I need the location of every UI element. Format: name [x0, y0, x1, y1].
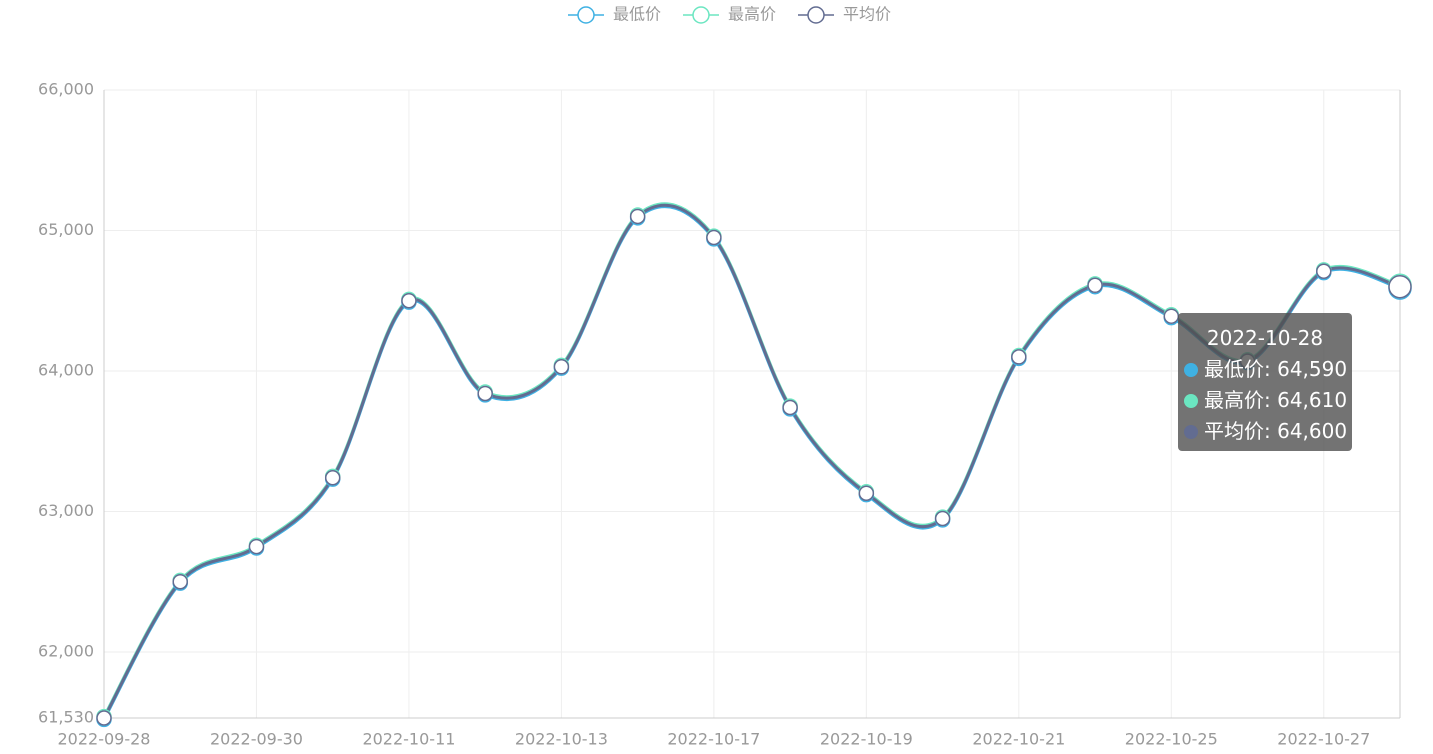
point: [706, 229, 722, 246]
point: [782, 399, 798, 416]
line: [102, 202, 1401, 718]
legend-marker: [577, 6, 595, 24]
tooltip-row: 平均价: 64,600: [1184, 416, 1348, 447]
point: [96, 710, 112, 726]
x-tick-label: 2022-10-25: [1125, 730, 1218, 749]
x-tick-label: 2022-09-30: [210, 730, 303, 749]
y-tick-label: 65,000: [38, 220, 94, 239]
legend-item: 最低价: [568, 5, 661, 24]
x-tick-label: 2022-10-11: [362, 730, 455, 749]
tooltip-row: 最低价: 64,590: [1184, 354, 1348, 385]
point: [629, 208, 646, 225]
x-tick-label: 2022-10-17: [667, 730, 760, 749]
tooltip-dot: [1184, 363, 1198, 377]
tooltip-dot: [1184, 394, 1198, 408]
point: [1011, 349, 1027, 365]
y-tick-label: 64,000: [38, 360, 94, 379]
legend-item: 平均价: [798, 5, 891, 24]
tooltip-dot: [1184, 425, 1198, 439]
legend-marker: [692, 6, 710, 24]
legend-label: 最高价: [728, 5, 776, 24]
tooltip-text: 平均价: 64,600: [1204, 419, 1348, 443]
point: [324, 470, 341, 486]
legend-label: 平均价: [843, 5, 891, 24]
point: [477, 385, 493, 402]
y-tick-label: 63,000: [38, 501, 94, 520]
tooltip-text: 最高价: 64,610: [1204, 388, 1348, 412]
tooltip: 2022-10-28 最低价: 64,590 最高价: 64,610 平均价: 64…: [1178, 313, 1352, 451]
point: [1316, 263, 1332, 279]
point: [248, 538, 265, 555]
tooltip-title: 2022-10-28: [1206, 326, 1324, 350]
line: [102, 203, 1401, 719]
point: [934, 510, 951, 527]
legend-label: 最低价: [613, 5, 661, 24]
x-tick-label: 2022-09-28: [58, 730, 151, 749]
x-tick-label: 2022-10-13: [515, 730, 608, 749]
line: [102, 205, 1401, 721]
legend-item: 最高价: [683, 5, 776, 24]
point: [1087, 277, 1103, 294]
point: [401, 292, 417, 309]
x-tick-label: 2022-10-21: [972, 730, 1065, 749]
point: [1388, 274, 1412, 299]
tooltip-row: 最高价: 64,610: [1184, 385, 1348, 416]
point: [1163, 308, 1180, 324]
y-tick-label: 61,530: [38, 708, 94, 727]
y-tick-label: 62,000: [38, 641, 94, 660]
point: [858, 485, 875, 501]
point: [172, 573, 188, 590]
x-tick-label: 2022-10-27: [1277, 730, 1370, 749]
y-tick-label: 66,000: [38, 80, 94, 99]
legend-marker: [807, 6, 825, 24]
tooltip-text: 最低价: 64,590: [1204, 357, 1348, 381]
x-tick-label: 2022-10-19: [820, 730, 913, 749]
point: [553, 359, 570, 375]
